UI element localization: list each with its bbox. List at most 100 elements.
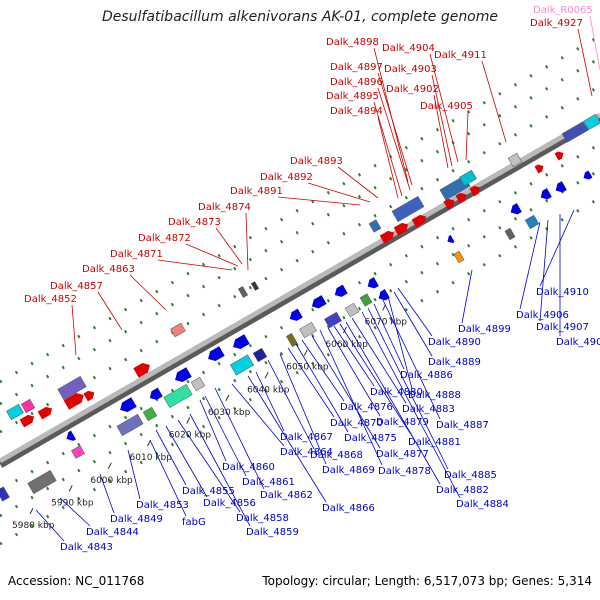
lower-gene-label: Dalk_4907 [536,322,589,333]
gene-upper [554,151,564,161]
lower-gene-label: Dalk_4859 [246,527,299,538]
lower-leader [393,291,433,357]
gene-upper [534,164,544,174]
track-guide [0,84,600,434]
lower-leader [189,413,251,527]
upper-leader [307,182,371,203]
lower-gene-label: Dalk_4908 [556,337,600,348]
gene-lower [149,387,163,400]
upper-gene-label: Dalk_4874 [198,202,251,213]
gene-upper [6,403,24,421]
lower-gene-label: Dalk_4855 [182,486,235,497]
gene-lower-shape [229,354,255,376]
gene-lower [583,170,593,180]
lower-gene-label: Dalk_4869 [322,465,375,476]
gene-upper-shape [411,214,427,228]
genome-backbone-shadow [0,114,600,468]
lower-leader [214,387,265,490]
lower-gene-label: Dalk_4888 [408,390,461,401]
accession-text: Accession: NC_011768 [8,574,145,588]
gene-lower [447,235,455,243]
gene-upper [37,406,53,420]
lower-gene-label: Dalk_4868 [310,450,363,461]
lower-gene-label: Dalk_4879 [376,417,429,428]
gene-lower-shape [27,469,57,495]
lower-leader [387,295,413,390]
lower-gene-label: Dalk_4856 [203,498,256,509]
scale-tick [29,507,34,515]
lower-leader [279,353,327,465]
lower-gene-label: Dalk_4876 [340,402,393,413]
upper-gene-label: Dalk_4894 [330,106,383,117]
gene-upper-shape [459,169,477,187]
gene-lower [289,308,303,321]
gene-lower [66,430,76,441]
upper-gene-label: Dalk_4872 [138,233,191,244]
lower-leader [247,375,327,503]
gene-upper [561,121,589,143]
lower-gene-label: Dalk_4858 [236,513,289,524]
gene-upper-shape [20,398,36,414]
upper-leader [433,94,449,169]
lower-leader [149,439,187,517]
gene-upper-shape [63,392,84,410]
gene-lower-shape [540,188,552,200]
lower-gene-label: Dalk_4906 [516,310,569,321]
lower-gene-label: Dalk_4849 [110,514,163,525]
gene-lower-shape [510,203,522,215]
upper-leader [129,274,167,311]
gene-upper [170,322,186,338]
gene-upper-shape [554,151,564,161]
lower-gene-label: Dalk_4887 [436,420,489,431]
gene-lower [359,293,373,307]
lower-leader [539,219,549,322]
gene-lower [299,321,317,339]
upper-leader [337,166,379,199]
gene-upper-shape [443,198,455,210]
lower-leader [231,383,285,447]
lower-leader [204,395,247,477]
lower-gene-label: Dalk_4882 [436,485,489,496]
gene-lower-shape [286,332,298,348]
upper-leader [71,304,77,356]
gene-upper [393,222,409,236]
gene-lower-shape [344,302,360,318]
upper-leader [377,87,411,191]
gene-upper-shape [170,322,186,338]
lower-leader [519,221,541,310]
gene-lower-shape [453,250,465,264]
gene-lower [71,445,85,459]
gene-lower [510,203,522,215]
gene-upper-shape [368,219,382,233]
gene-lower-shape [0,486,10,502]
lower-gene-label: Dalk_4878 [378,466,431,477]
gene-lower-shape [233,334,250,350]
gene-lower-shape [447,235,455,243]
lower-leader [165,425,208,498]
scale-tick [147,439,151,447]
lower-leader [539,209,575,287]
upper-gene-label: Dalk_4911 [434,50,487,61]
lower-gene-label: Dalk_4843 [60,542,113,553]
lower-gene-label: Dalk_4864 [280,447,333,458]
lower-gene-label: Dalk_4861 [242,477,295,488]
gene-upper-shape [534,164,544,174]
lower-gene-label: Dalk_4866 [322,503,375,514]
lower-leader [319,329,383,466]
gene-upper-shape [133,362,150,378]
gene-lower [286,332,298,348]
track-guide [0,56,600,406]
track-guide [0,168,600,518]
upper-gene-label: Dalk_4857 [50,281,103,292]
gene-upper-shape [561,121,589,143]
gene-lower [453,250,465,264]
scale-tick [303,349,308,356]
gene-lower-shape [190,376,206,392]
lower-leader [345,321,441,485]
lower-leader [311,335,381,449]
lower-gene-label: Dalk_4860 [222,462,275,473]
gene-upper-shape [455,192,467,204]
lower-leader [461,269,473,324]
genome-backbone [0,112,600,464]
